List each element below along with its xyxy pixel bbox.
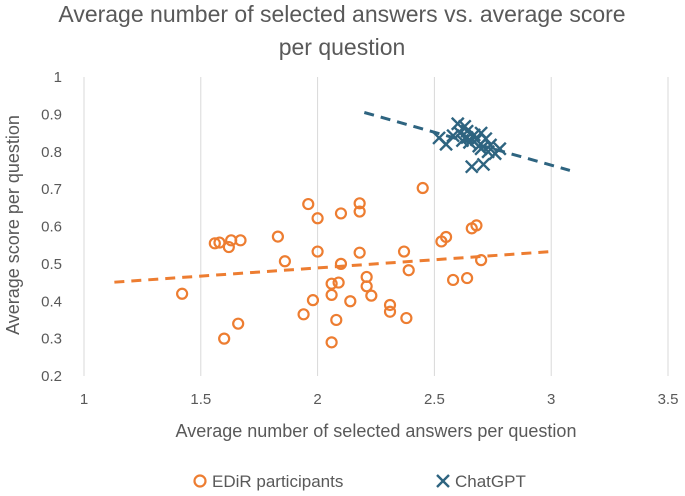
edir-data-point [397, 245, 411, 258]
edir-data-point [325, 277, 338, 290]
y-tick-label: 0.9 [41, 106, 62, 123]
legend-chatgpt-marker [436, 474, 450, 488]
edir-data-point [344, 295, 357, 308]
y-tick-label: 0.4 [41, 293, 62, 310]
x-axis-label: Average number of selected answers per q… [176, 421, 577, 441]
x-tick-label: 3.5 [658, 391, 679, 408]
edir-data-point [234, 234, 247, 247]
chatgpt-data-point [464, 159, 479, 174]
edir-data-point [400, 311, 413, 325]
chart-title-line-1: Average number of selected answers vs. a… [58, 1, 625, 27]
chatgpt-data-point [476, 157, 491, 172]
edir-data-point [365, 289, 378, 302]
chatgpt-data-point [474, 141, 488, 156]
legend: EDiR participants ChatGPT [193, 472, 526, 491]
legend-edir-marker [193, 474, 207, 488]
y-tick-label: 0.2 [41, 368, 62, 385]
legend-chatgpt-label: ChatGPT [455, 472, 526, 491]
y-tick-label: 0.8 [41, 144, 62, 161]
edir-data-point [297, 308, 310, 321]
chatgpt-data-point [483, 138, 498, 152]
edir-data-point [383, 298, 397, 312]
edir-data-point [446, 273, 460, 287]
y-axis-label: Average score per question [3, 115, 23, 335]
edir-data-point [353, 205, 366, 218]
chart-title-line-2: per question [279, 34, 406, 60]
edir-data-point [416, 181, 429, 195]
x-tick-label: 1.5 [190, 391, 211, 408]
edir-data-point [360, 280, 373, 293]
edir-data-point [311, 212, 324, 225]
edir-data-point [306, 294, 320, 307]
edir-data-point [353, 246, 366, 259]
x-tick-label: 2.5 [424, 391, 445, 408]
edir-data-point [213, 236, 226, 249]
x-tick-label: 3 [547, 391, 555, 408]
gridlines [83, 77, 669, 376]
edir-data-point [334, 207, 348, 220]
edir-data-point [311, 245, 324, 258]
x-tick-label: 1 [80, 391, 88, 408]
x-axis-ticks: 1 1.5 2 2.5 3 3.5 [80, 391, 679, 408]
edir-data-point [461, 271, 474, 285]
chatgpt-data-point [492, 141, 507, 156]
y-tick-label: 0.5 [41, 256, 62, 273]
y-axis-ticks: 0.2 0.3 0.4 0.5 0.6 0.7 0.8 0.9 1 [41, 69, 62, 385]
data-points [176, 116, 507, 349]
edir-data-point [222, 240, 235, 254]
x-tick-label: 2 [313, 391, 321, 408]
edir-data-point [402, 264, 415, 277]
edir-data-point [353, 197, 366, 210]
edir-data-point [218, 332, 231, 345]
edir-data-point [475, 254, 488, 267]
y-tick-label: 0.3 [41, 331, 62, 348]
edir-data-point [330, 313, 343, 327]
edir-data-point [383, 305, 397, 318]
edir-data-point [325, 336, 338, 349]
edir-data-point [232, 317, 245, 330]
edir-data-point [470, 219, 483, 232]
y-tick-label: 1 [54, 69, 62, 86]
legend-edir-label: EDiR participants [212, 472, 343, 491]
edir-data-point [208, 237, 221, 250]
edir-data-point [271, 230, 284, 243]
edir-data-point [332, 276, 345, 289]
edir-data-point [334, 257, 348, 270]
edir-data-point [176, 287, 189, 300]
edir-data-point [439, 230, 453, 244]
edir-data-point [325, 288, 338, 301]
edir-data-point [278, 255, 291, 268]
y-tick-label: 0.7 [41, 181, 62, 198]
edir-data-point [302, 197, 315, 211]
y-tick-label: 0.6 [41, 219, 62, 236]
trendlines [114, 111, 571, 284]
